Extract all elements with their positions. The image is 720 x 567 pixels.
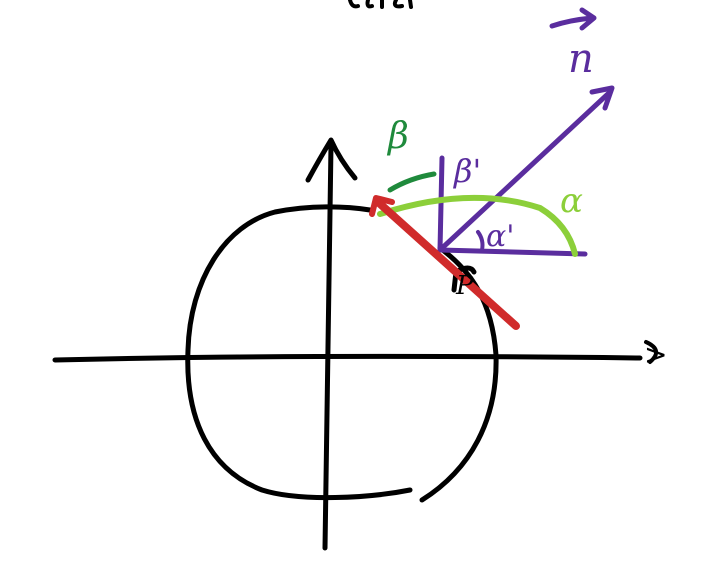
tangent-arrowhead <box>369 195 395 217</box>
x-axis <box>52 353 643 363</box>
vector-arrow-over-n <box>549 7 597 31</box>
label-point-p: P <box>455 271 474 301</box>
angle-alpha-arc <box>377 194 578 257</box>
label-beta: β <box>386 116 409 157</box>
angle-alpha-prime-arc <box>476 230 485 252</box>
label-alpha-prime: α' <box>486 219 515 254</box>
label-x-axis-end: > <box>644 338 667 371</box>
normal-vector-arrowhead <box>589 85 615 111</box>
vertical-reference-line <box>437 155 445 253</box>
unit-circle <box>185 204 499 503</box>
angle-beta-arc <box>387 171 437 193</box>
normal-vector-n <box>437 89 613 253</box>
label-alpha: α <box>560 181 583 221</box>
cropped-header-scribble <box>348 0 413 9</box>
x-axis-arrowhead <box>644 340 658 364</box>
label-beta-prime: β' <box>453 152 481 190</box>
tangent-line <box>374 198 520 330</box>
y-axis-arrowhead <box>305 137 358 183</box>
horizontal-reference-line <box>437 247 588 257</box>
label-vector-n: n <box>568 36 594 82</box>
y-axis <box>322 142 334 551</box>
